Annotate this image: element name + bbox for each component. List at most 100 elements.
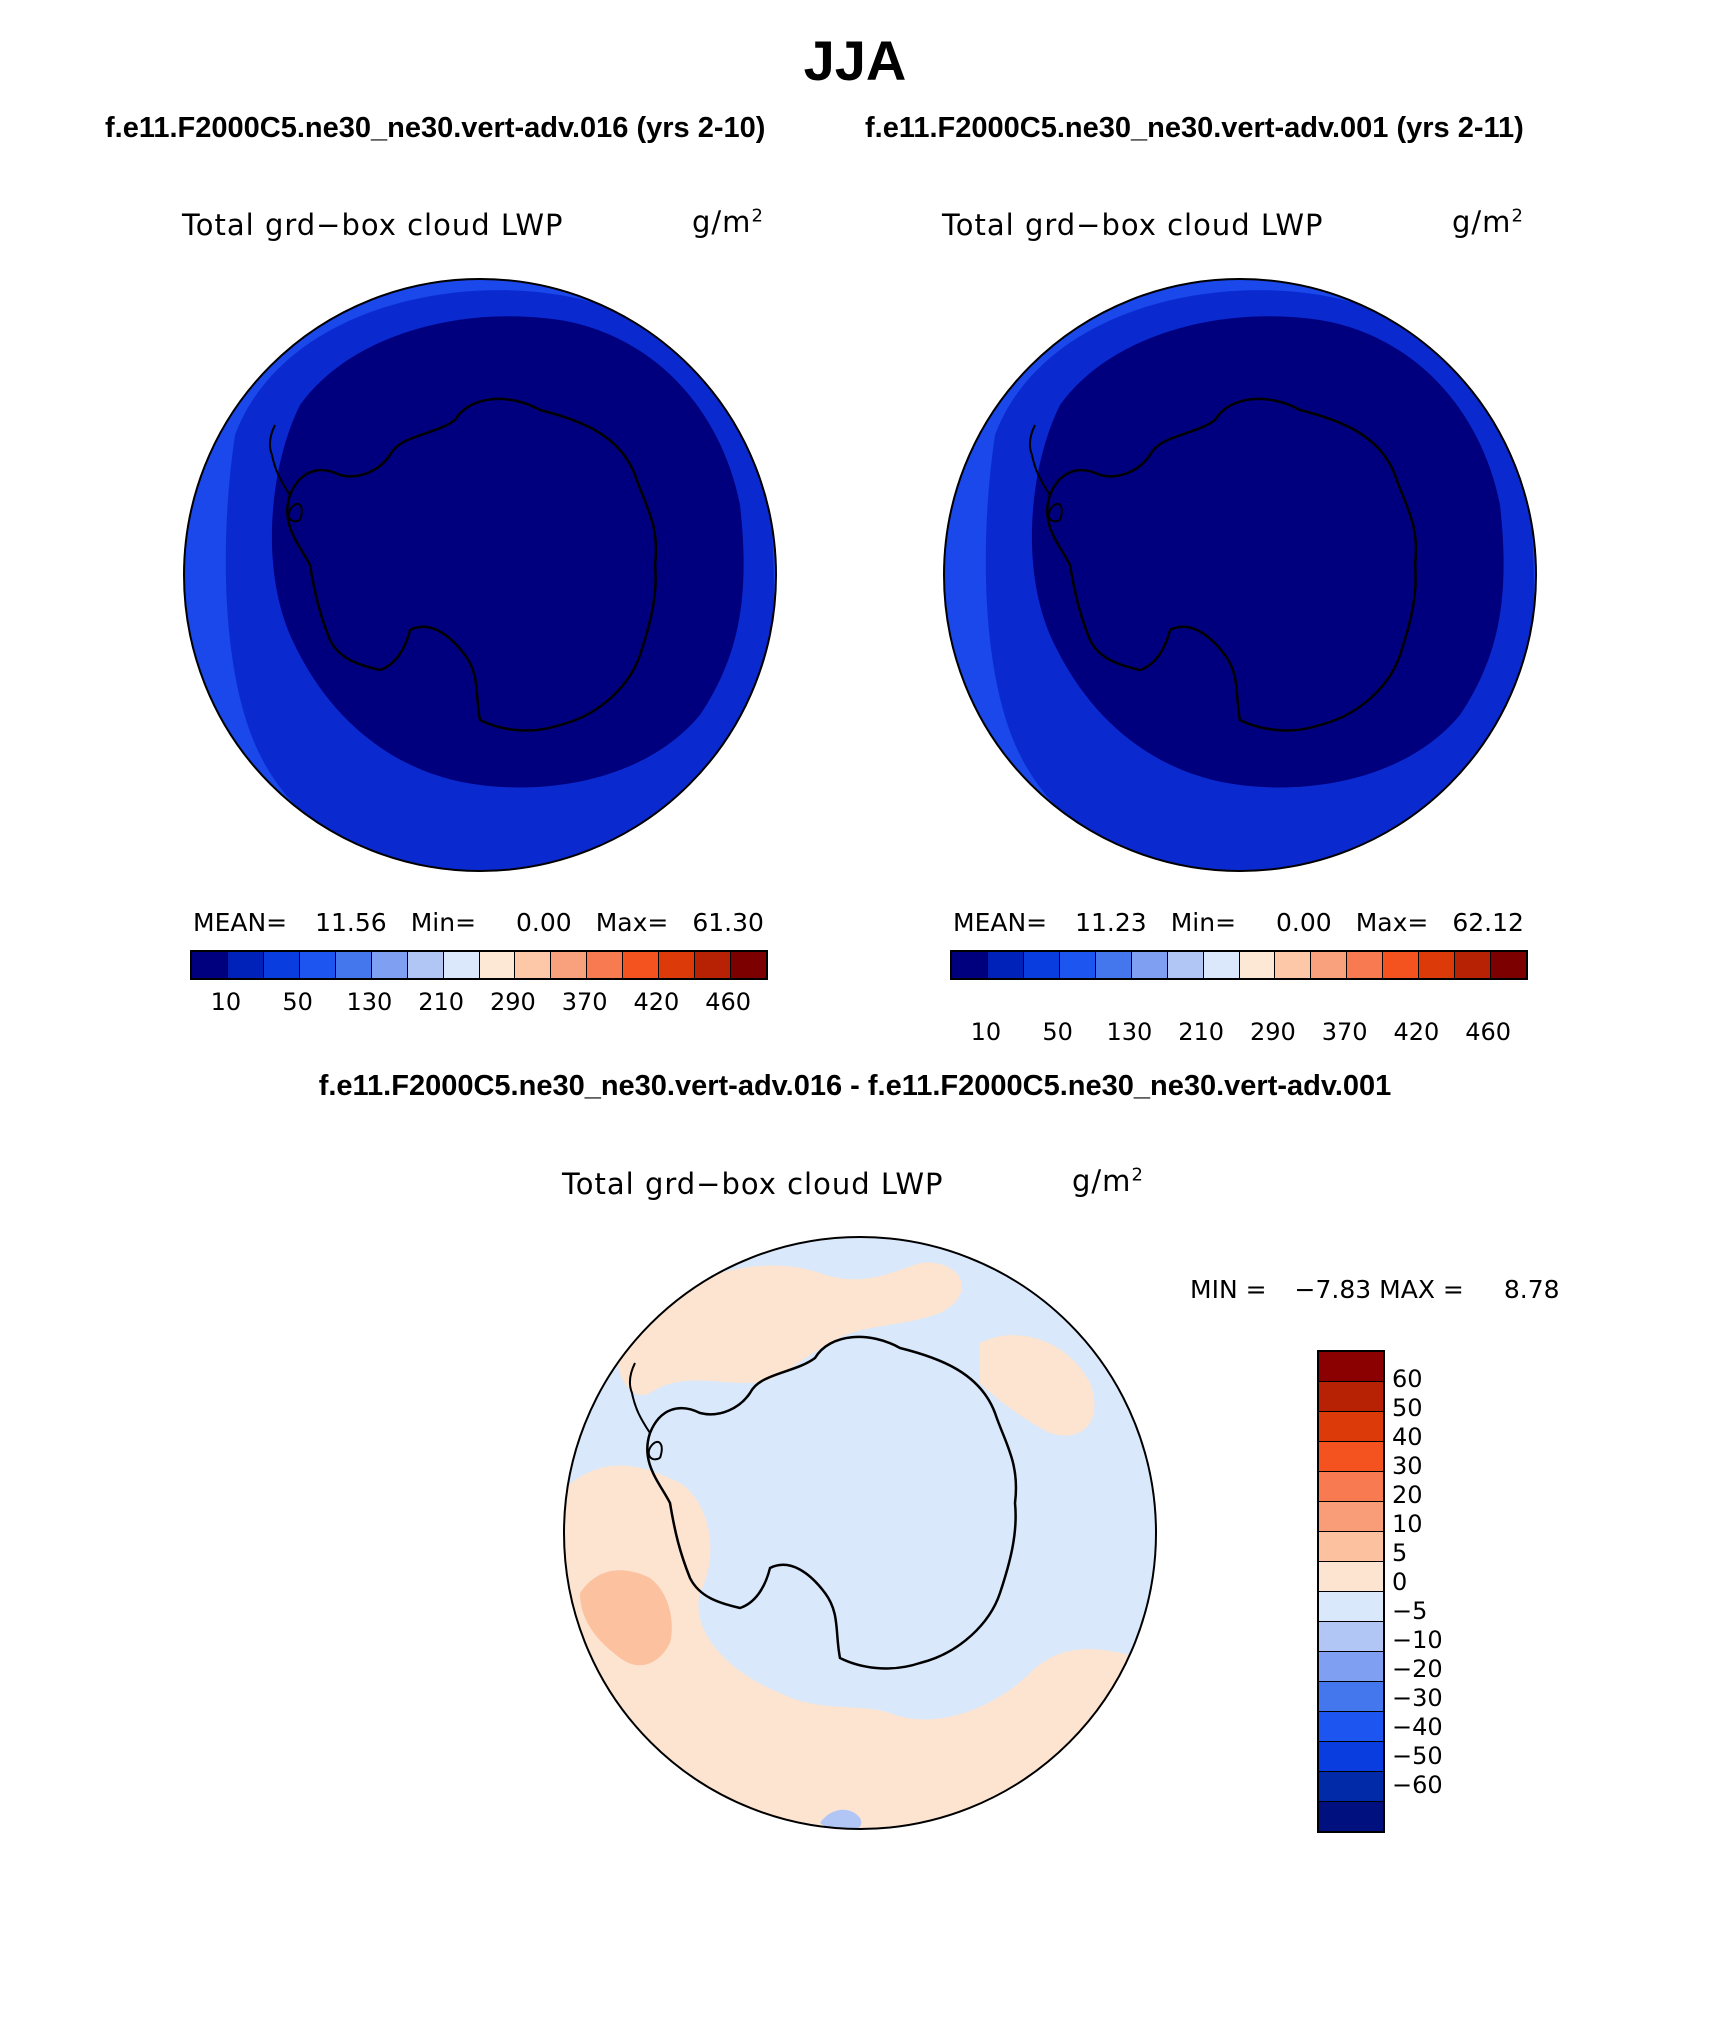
diff-map <box>563 1236 1157 1830</box>
panel1-min-label: Min= <box>410 908 477 937</box>
panel1-map <box>183 278 777 872</box>
panel1-stats: MEAN= 11.56 Min= 0.00 Max= 61.30 <box>193 908 788 937</box>
colorbar-swatch <box>192 952 228 978</box>
diff-header: f.e11.F2000C5.ne30_ne30.vert-adv.016 - f… <box>318 1070 1392 1102</box>
panel2-stats: MEAN= 11.23 Min= 0.00 Max= 62.12 <box>953 908 1548 937</box>
colorbar-tick-label: 10 <box>1392 1510 1423 1538</box>
panel1-max-value: 61.30 <box>692 908 764 937</box>
colorbar-swatch <box>1239 952 1276 978</box>
colorbar-tick-label: −50 <box>1392 1742 1443 1770</box>
panel1-deep-field <box>271 316 744 788</box>
panel2-min-label: Min= <box>1170 908 1237 937</box>
panel2-colorbar <box>950 950 1528 980</box>
diff-units-label: g/m2 <box>1072 1164 1144 1198</box>
colorbar-tick-label: 10 <box>210 988 242 1016</box>
panel2-min-value: 0.00 <box>1276 908 1332 937</box>
diff-max-label: MAX = <box>1379 1275 1464 1304</box>
colorbar-swatch <box>263 952 300 978</box>
colorbar-tick-label: 5 <box>1392 1539 1408 1567</box>
colorbar-tick-label: −5 <box>1392 1597 1428 1625</box>
diff-coastline <box>646 1335 1018 1670</box>
colorbar-swatch <box>1319 1441 1383 1471</box>
colorbar-tick-label: 420 <box>1393 1018 1440 1046</box>
colorbar-tick-label: 50 <box>1392 1394 1423 1422</box>
colorbar-swatch <box>1319 1471 1383 1501</box>
colorbar-swatch <box>1023 952 1060 978</box>
colorbar-swatch <box>1319 1591 1383 1621</box>
colorbar-swatch <box>1311 952 1348 978</box>
colorbar-swatch <box>443 952 480 978</box>
colorbar-swatch <box>1319 1771 1383 1801</box>
colorbar-swatch <box>1131 952 1168 978</box>
colorbar-tick-label: 10 <box>970 1018 1002 1046</box>
colorbar-swatch <box>1491 952 1526 978</box>
colorbar-swatch <box>407 952 444 978</box>
colorbar-tick-label: −40 <box>1392 1713 1443 1741</box>
colorbar-tick-label: 20 <box>1392 1481 1423 1509</box>
panel2-max-label: Max= <box>1355 908 1429 937</box>
diff-colorbar <box>1317 1350 1385 1833</box>
colorbar-tick-label: 130 <box>1106 1018 1153 1046</box>
colorbar-swatch <box>1319 1561 1383 1591</box>
panel2-variable-label: Total grd−box cloud LWP <box>942 208 1324 242</box>
colorbar-tick-label: 50 <box>282 988 313 1016</box>
colorbar-tick-label: 210 <box>1178 1018 1225 1046</box>
colorbar-tick-label: 30 <box>1392 1452 1423 1480</box>
colorbar-swatch <box>1419 952 1456 978</box>
colorbar-swatch <box>371 952 408 978</box>
panel2-units-label: g/m2 <box>1452 205 1524 239</box>
colorbar-swatch <box>1319 1801 1383 1831</box>
panel1-peninsula <box>268 424 303 523</box>
colorbar-tick-label: 50 <box>1042 1018 1073 1046</box>
colorbar-swatch <box>1319 1531 1383 1561</box>
colorbar-swatch <box>515 952 552 978</box>
panel1-units-label: g/m2 <box>692 205 764 239</box>
diff-strong-positive-patch <box>580 1570 672 1666</box>
diff-min-value: −7.83 <box>1294 1275 1372 1304</box>
colorbar-tick-label: 0 <box>1392 1568 1408 1596</box>
colorbar-tick-label: 60 <box>1392 1365 1423 1393</box>
panel2-map <box>943 278 1537 872</box>
colorbar-swatch <box>1167 952 1204 978</box>
colorbar-tick-label: −10 <box>1392 1626 1443 1654</box>
colorbar-swatch <box>1275 952 1312 978</box>
case2-header: f.e11.F2000C5.ne30_ne30.vert-adv.001 (yr… <box>865 112 1524 144</box>
panel2-coastline <box>1046 397 1418 732</box>
colorbar-swatch <box>1319 1711 1383 1741</box>
colorbar-tick-label: 290 <box>489 988 536 1016</box>
colorbar-tick-label: 460 <box>1465 1018 1512 1046</box>
colorbar-swatch <box>987 952 1024 978</box>
colorbar-swatch <box>952 952 988 978</box>
panel2-colorbar-labels: 10 50 130 210 290 370 420 460 <box>950 1018 1524 1048</box>
colorbar-tick-label: −20 <box>1392 1655 1443 1683</box>
diff-positive-field-west <box>564 1465 1156 1829</box>
panel1-colorbar <box>190 950 768 980</box>
diff-colorbar-labels: −60 −50 −40 −30 −20 −10 −5 0 5 10 20 30 40 50 60 <box>1392 1350 1512 1820</box>
panel2-mean-label: MEAN= <box>953 908 1048 937</box>
colorbar-tick-label: 370 <box>1321 1018 1368 1046</box>
colorbar-swatch <box>1319 1352 1383 1381</box>
diff-min-label: MIN = <box>1190 1275 1267 1304</box>
colorbar-swatch <box>1203 952 1240 978</box>
panel1-colorbar-labels: 10 50 130 210 290 370 420 460 <box>190 988 764 1018</box>
colorbar-swatch <box>1319 1621 1383 1651</box>
colorbar-tick-label: 290 <box>1249 1018 1296 1046</box>
colorbar-swatch <box>1319 1681 1383 1711</box>
diff-positive-field-north <box>617 1262 962 1395</box>
panel1-mean-value: 11.56 <box>315 908 387 937</box>
colorbar-tick-label: 130 <box>346 988 393 1016</box>
diff-positive-field-east <box>980 1335 1095 1436</box>
colorbar-tick-label: 420 <box>633 988 680 1016</box>
colorbar-swatch <box>1347 952 1384 978</box>
panel2-max-value: 62.12 <box>1452 908 1524 937</box>
diff-variable-label: Total grd−box cloud LWP <box>562 1167 944 1201</box>
colorbar-swatch <box>587 952 624 978</box>
colorbar-swatch <box>1319 1411 1383 1441</box>
colorbar-swatch <box>1319 1381 1383 1411</box>
panel2-peninsula <box>1028 424 1063 523</box>
colorbar-swatch <box>1319 1501 1383 1531</box>
colorbar-swatch <box>1455 952 1492 978</box>
colorbar-tick-label: −60 <box>1392 1771 1443 1799</box>
colorbar-swatch <box>1059 952 1096 978</box>
colorbar-swatch <box>695 952 732 978</box>
